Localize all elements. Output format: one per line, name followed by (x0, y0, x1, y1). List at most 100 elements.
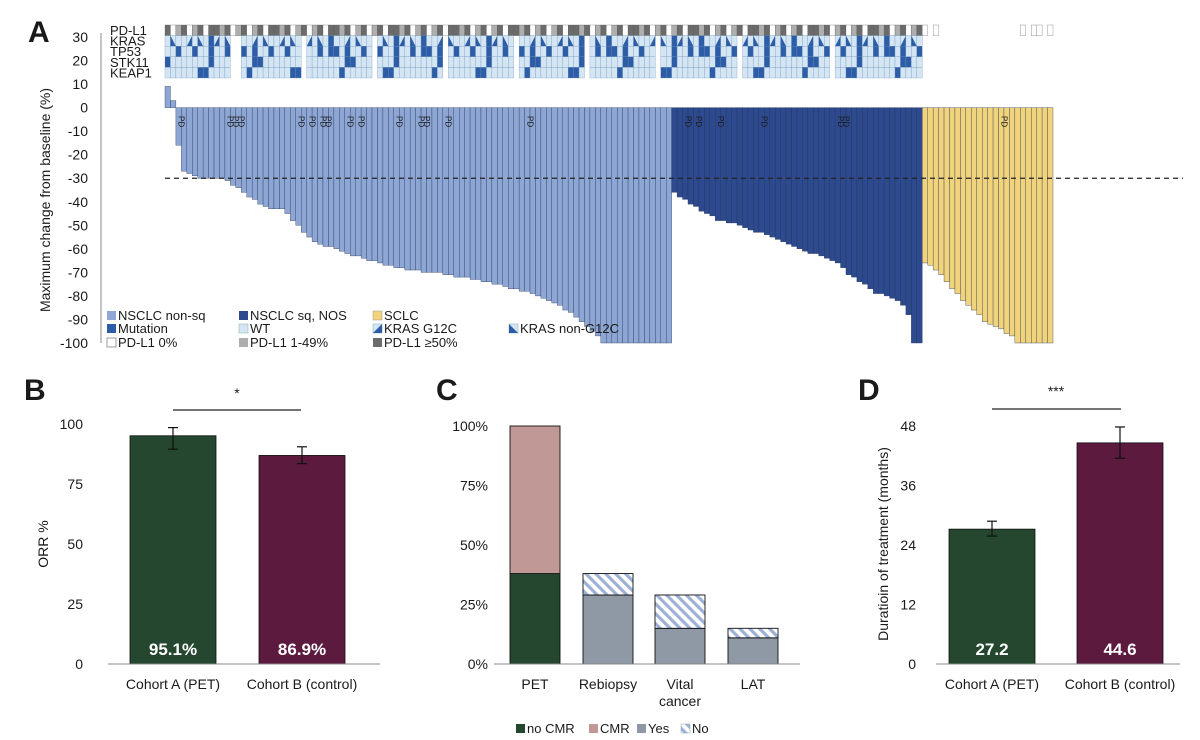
wt-cell (693, 56, 700, 68)
mutation-cell (290, 67, 296, 79)
kras-non-g12c-cell (633, 35, 639, 47)
cmr-bar-segment (654, 627, 706, 665)
wt-cell (175, 67, 182, 79)
waterfall-bar (1009, 107, 1016, 337)
waterfall-bar (889, 107, 896, 299)
wt-cell (769, 46, 776, 57)
wt-cell (377, 35, 384, 47)
waterfall-y-tick: -10 (68, 123, 88, 139)
wt-cell (834, 67, 841, 79)
wt-cell (311, 67, 318, 79)
waterfall-bar (873, 107, 879, 294)
mutation-cell (393, 35, 400, 47)
cmr-category-label: PET (521, 676, 549, 692)
wt-cell (627, 46, 634, 57)
wt-cell (486, 67, 493, 79)
mutation-cell (437, 46, 443, 57)
wt-cell (508, 56, 514, 68)
pdl1-cell (617, 24, 623, 36)
mutation-cell (431, 67, 438, 79)
legend-label-no: No (692, 721, 709, 736)
wt-cell (306, 46, 313, 57)
wt-cell (676, 56, 683, 68)
orr-bar (258, 455, 346, 665)
legend-swatch-wt (238, 323, 249, 334)
waterfall-bar (164, 86, 171, 108)
mutation-cell (486, 56, 493, 68)
waterfall-bar (829, 107, 836, 261)
wt-cell (883, 56, 890, 68)
gene-row-label: PD-L1 (110, 23, 147, 38)
waterfall-bar (780, 107, 787, 242)
wt-cell (638, 35, 645, 47)
pdl1-cell (518, 24, 525, 36)
mutation-cell (704, 46, 710, 57)
wt-cell (638, 56, 645, 68)
orr-category-label: Cohort B (control) (247, 676, 357, 692)
wt-cell (785, 56, 792, 68)
pdl1-cell (845, 24, 852, 36)
pdl1-cell (611, 24, 618, 36)
wt-cell (208, 67, 215, 79)
mutation-cell (246, 67, 253, 79)
wt-cell (535, 67, 542, 79)
waterfall-bar (644, 107, 651, 344)
wt-cell (644, 67, 651, 79)
wt-cell (164, 35, 171, 47)
wt-cell (333, 67, 340, 79)
waterfall-bar (371, 107, 378, 261)
kras-g12c-cell (835, 35, 841, 47)
waterfall-bar (905, 107, 912, 315)
wt-cell (497, 46, 503, 57)
wt-cell (807, 67, 814, 79)
pdl1-cell (889, 24, 896, 36)
kras-g12c-cell (214, 35, 220, 47)
wt-cell (224, 67, 231, 79)
pdl1-cell (529, 24, 536, 36)
wt-cell (366, 46, 373, 57)
kras-non-g12c-cell (224, 35, 231, 47)
wt-cell (273, 67, 280, 79)
waterfall-y-tick: -90 (68, 311, 88, 327)
mutation-cell (764, 35, 770, 47)
kras-non-g12c-cell (317, 35, 323, 47)
pdl1-cell (399, 24, 405, 36)
legend-label-pdl1-1-49: PD-L1 1-49% (250, 335, 328, 350)
mutation-cell (900, 46, 907, 57)
pd-label: PD (416, 116, 425, 127)
wt-cell (279, 67, 286, 79)
pdl1-cell (344, 24, 351, 36)
legend-label-cmr: CMR (600, 721, 630, 736)
waterfall-bar (589, 107, 596, 332)
legend-swatch-pdl1-50 (373, 338, 382, 347)
wt-cell (911, 67, 917, 79)
pdl1-cell (333, 24, 340, 36)
waterfall-bar (339, 107, 345, 252)
wt-cell (469, 35, 476, 47)
wt-cell (611, 67, 618, 79)
waterfall-y-tick: -100 (60, 335, 88, 351)
wt-cell (224, 56, 231, 68)
pdl1-cell (655, 24, 661, 36)
pdl1-cell (241, 24, 247, 36)
wt-cell (644, 35, 651, 47)
wt-cell (775, 56, 781, 68)
wt-cell (611, 35, 618, 47)
mutation-cell (622, 56, 629, 68)
pdl1-cell (486, 24, 493, 36)
wt-cell (192, 67, 198, 79)
pdl1-cell (834, 24, 841, 36)
pdl1-cell (829, 24, 836, 36)
wt-cell (682, 35, 689, 47)
pdl1-cell (883, 24, 890, 36)
wt-cell (431, 35, 438, 47)
wt-cell (562, 56, 569, 68)
wt-cell (867, 56, 874, 68)
wt-cell (475, 46, 482, 57)
mutation-cell (486, 46, 493, 57)
wt-cell (567, 56, 574, 68)
wt-cell (638, 67, 645, 79)
wt-cell (355, 56, 362, 68)
pdl1-cell (192, 24, 198, 36)
orr-value-label: 95.1% (149, 640, 197, 659)
